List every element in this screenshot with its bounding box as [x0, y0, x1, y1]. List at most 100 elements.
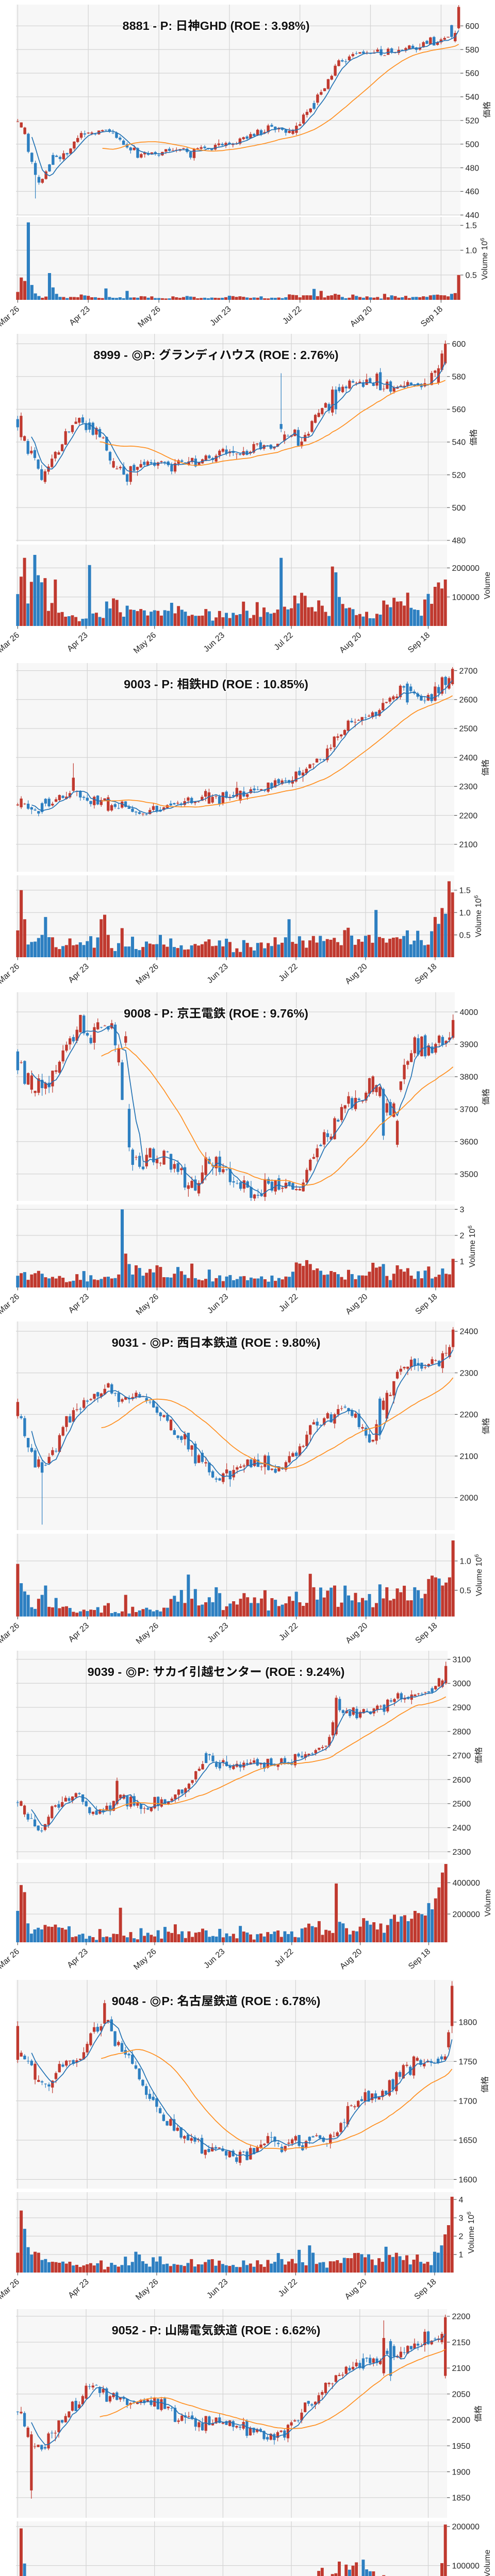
svg-text:Volume 106: Volume 106 — [480, 238, 489, 280]
svg-text:Apr 23: Apr 23 — [67, 962, 91, 985]
svg-text:2200: 2200 — [460, 1411, 478, 1419]
svg-text:3: 3 — [459, 2214, 464, 2223]
svg-text:(ROE : 6.62%): (ROE : 6.62%) — [238, 2324, 321, 2337]
svg-text:Sep 18: Sep 18 — [414, 1292, 439, 1316]
svg-text:Mar 26: Mar 26 — [0, 1947, 21, 1971]
svg-text:580: 580 — [466, 46, 480, 55]
svg-text:Apr 23: Apr 23 — [67, 1292, 91, 1315]
svg-text:Volume 106: Volume 106 — [473, 895, 483, 938]
svg-text:May 26: May 26 — [136, 304, 162, 329]
svg-text:P:: P: — [161, 1994, 177, 2008]
svg-text:(ROE : 6.78%): (ROE : 6.78%) — [238, 1994, 321, 2008]
svg-text:1800: 1800 — [459, 2019, 477, 2027]
svg-text:2300: 2300 — [460, 1369, 478, 1378]
svg-text:Aug 20: Aug 20 — [349, 304, 374, 329]
svg-text:P:: P: — [161, 1336, 177, 1349]
svg-text:May 26: May 26 — [135, 1292, 160, 1317]
svg-text:Sep 18: Sep 18 — [419, 304, 444, 329]
svg-text:P:: P: — [137, 1665, 153, 1679]
svg-text:Mar 26: Mar 26 — [0, 962, 21, 986]
svg-text:Jun 23: Jun 23 — [206, 962, 230, 985]
svg-text:8881 - P:: 8881 - P: — [123, 19, 176, 32]
svg-text:(ROE : 9.80%): (ROE : 9.80%) — [238, 1336, 321, 1349]
svg-text:2500: 2500 — [459, 725, 478, 734]
svg-text:3600: 3600 — [460, 1138, 478, 1146]
svg-text:Mar 26: Mar 26 — [0, 2277, 21, 2301]
svg-text:600: 600 — [452, 340, 466, 349]
svg-text:3900: 3900 — [460, 1041, 478, 1049]
svg-text:580: 580 — [452, 373, 466, 382]
svg-text:480: 480 — [466, 164, 480, 173]
svg-text:100000: 100000 — [452, 2562, 480, 2570]
svg-text:2000: 2000 — [452, 2416, 471, 2425]
svg-text:May 26: May 26 — [135, 962, 160, 987]
svg-text:9039 -: 9039 - — [88, 1665, 125, 1679]
svg-text:Sep 18: Sep 18 — [413, 2277, 438, 2301]
svg-text:0.5: 0.5 — [460, 1586, 471, 1595]
svg-text:Jul 22: Jul 22 — [281, 304, 303, 326]
svg-text:Apr 23: Apr 23 — [67, 2277, 90, 2300]
svg-text:Aug 20: Aug 20 — [338, 631, 363, 655]
svg-text:Volume 106: Volume 106 — [467, 1226, 477, 1268]
svg-text:Apr 23: Apr 23 — [65, 631, 89, 653]
svg-text:2300: 2300 — [453, 1848, 471, 1857]
svg-text:Volume: Volume — [484, 1889, 492, 1917]
svg-text:3100: 3100 — [453, 1655, 471, 1664]
svg-text:Jul 22: Jul 22 — [273, 631, 295, 652]
svg-text:200000: 200000 — [452, 2523, 480, 2532]
svg-text:Sep 18: Sep 18 — [414, 1621, 439, 1646]
svg-text:560: 560 — [466, 70, 480, 78]
svg-text:May 26: May 26 — [132, 1947, 158, 1972]
svg-text:Jun 23: Jun 23 — [202, 1947, 226, 1970]
svg-text:1.5: 1.5 — [459, 887, 471, 895]
svg-text:500: 500 — [466, 140, 480, 149]
svg-text:May 26: May 26 — [134, 2277, 160, 2302]
svg-text:0.5: 0.5 — [459, 931, 471, 940]
svg-text:2700: 2700 — [453, 1752, 471, 1760]
svg-text:Aug 20: Aug 20 — [343, 2277, 369, 2301]
svg-text:1: 1 — [460, 1258, 465, 1266]
svg-text:1600: 1600 — [459, 2176, 477, 2184]
svg-text:Aug 20: Aug 20 — [344, 962, 369, 986]
svg-text:Mar 26: Mar 26 — [0, 1292, 21, 1316]
svg-text:(ROE : 9.76%): (ROE : 9.76%) — [225, 1007, 308, 1020]
svg-text:May 26: May 26 — [132, 631, 158, 655]
svg-text:540: 540 — [466, 93, 480, 102]
svg-text:500: 500 — [452, 504, 466, 513]
svg-text:Apr 23: Apr 23 — [65, 1947, 89, 1970]
svg-text:540: 540 — [452, 438, 466, 447]
svg-text:3500: 3500 — [460, 1170, 478, 1179]
svg-text:3000: 3000 — [453, 1680, 471, 1688]
svg-text:Jul 22: Jul 22 — [273, 1947, 295, 1968]
svg-text:1.0: 1.0 — [466, 246, 477, 255]
svg-text:Jun 23: Jun 23 — [206, 1621, 230, 1645]
svg-text:3: 3 — [460, 1206, 465, 1214]
svg-text:200000: 200000 — [452, 564, 480, 573]
svg-text:4000: 4000 — [460, 1008, 478, 1017]
svg-text:Volume: Volume — [483, 572, 492, 599]
svg-text:1750: 1750 — [459, 2058, 477, 2066]
svg-text:1.0: 1.0 — [459, 909, 471, 918]
svg-text:2100: 2100 — [460, 1452, 478, 1461]
svg-text:2000: 2000 — [460, 1494, 478, 1503]
svg-text:9031 -: 9031 - — [112, 1336, 150, 1349]
svg-text:560: 560 — [452, 405, 466, 414]
svg-text:Apr 23: Apr 23 — [67, 1621, 91, 1644]
svg-text:(ROE : 2.76%): (ROE : 2.76%) — [256, 348, 339, 362]
svg-text:Apr 23: Apr 23 — [68, 304, 91, 327]
svg-text:Volume 106: Volume 106 — [474, 1554, 484, 1597]
svg-text:May 26: May 26 — [135, 1621, 160, 1646]
svg-text:2200: 2200 — [459, 811, 478, 820]
svg-text:1: 1 — [459, 2251, 464, 2260]
svg-text:600: 600 — [466, 22, 480, 31]
svg-text:Sep 18: Sep 18 — [407, 1947, 432, 1971]
svg-text:Mar 26: Mar 26 — [0, 631, 21, 654]
svg-text:Aug 20: Aug 20 — [344, 1621, 369, 1646]
svg-text:2100: 2100 — [452, 2364, 471, 2373]
svg-text:2100: 2100 — [459, 841, 478, 850]
svg-text:1.0: 1.0 — [460, 1557, 471, 1566]
svg-text:9003 - P:: 9003 - P: — [124, 677, 177, 691]
svg-text:520: 520 — [466, 117, 480, 126]
svg-text:Aug 20: Aug 20 — [338, 1947, 364, 1971]
svg-text:2150: 2150 — [452, 2338, 471, 2347]
